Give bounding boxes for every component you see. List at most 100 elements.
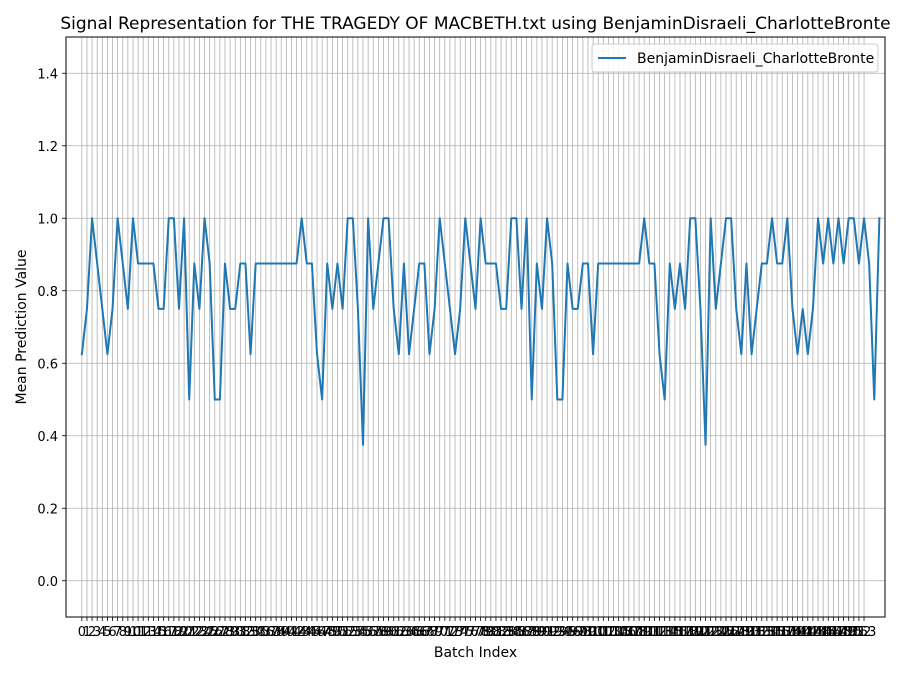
x-tick-label: 89 <box>529 625 546 640</box>
x-tick-label: 24 <box>196 625 213 640</box>
x-tick-label: 12 <box>135 625 152 640</box>
x-tick-label: 149 <box>831 625 856 640</box>
x-tick-label: 63 <box>396 625 413 640</box>
x-tick-label: 110 <box>632 625 657 640</box>
x-tick-label: 105 <box>606 625 631 640</box>
x-tick-label: 36 <box>258 625 275 640</box>
x-tick-label: 94 <box>554 625 571 640</box>
x-tick-label: 58 <box>370 625 387 640</box>
x-tick-label: 106 <box>611 625 636 640</box>
grid-layer <box>66 37 885 617</box>
x-tick-label: 99 <box>580 625 597 640</box>
x-tick-label: 37 <box>263 625 280 640</box>
x-tick-label: 19 <box>171 625 188 640</box>
x-tick-label: 47 <box>314 625 331 640</box>
x-tick-label: 21 <box>181 625 198 640</box>
x-tick-label: 124 <box>703 625 728 640</box>
x-tick-label: 143 <box>801 625 826 640</box>
x-tick-label: 114 <box>652 625 677 640</box>
x-tick-label: 146 <box>816 625 841 640</box>
x-tick-label: 46 <box>309 625 326 640</box>
plot-frame <box>65 36 886 618</box>
x-tick-label: 122 <box>693 625 718 640</box>
x-tick-label: 52 <box>339 625 356 640</box>
x-tick-label: 32 <box>237 625 254 640</box>
x-tick-label: 112 <box>642 625 667 640</box>
x-tick-label: 132 <box>744 625 769 640</box>
x-tick-label: 145 <box>811 625 836 640</box>
x-tick-label: 33 <box>242 625 259 640</box>
x-tick-label: 120 <box>683 625 708 640</box>
y-tick-label: 0.6 <box>37 357 58 372</box>
x-tick-label: 57 <box>365 625 382 640</box>
series-layer <box>80 217 881 446</box>
x-tick-label: 82 <box>493 625 510 640</box>
x-tick-label: 38 <box>268 625 285 640</box>
x-tick-label: 88 <box>523 625 540 640</box>
x-tick-label: 17 <box>160 625 177 640</box>
y-tick-label: 0.0 <box>37 575 58 590</box>
x-tick-label: 130 <box>734 625 759 640</box>
x-tick-label: 54 <box>350 625 367 640</box>
x-tick-label: 16 <box>155 625 172 640</box>
x-tick-label: 148 <box>826 625 851 640</box>
x-tick-label: 60 <box>380 625 397 640</box>
x-tick-label: 56 <box>360 625 377 640</box>
x-tick-label: 14 <box>145 625 162 640</box>
x-tick-label: 113 <box>647 625 672 640</box>
x-tick-label: 53 <box>345 625 362 640</box>
x-tick-label: 20 <box>176 625 193 640</box>
x-tick-label: 50 <box>329 625 346 640</box>
series-line <box>80 217 881 446</box>
x-tick-label: 31 <box>232 625 249 640</box>
x-tick-label: 134 <box>754 625 779 640</box>
x-tick-label: 128 <box>724 625 749 640</box>
x-tick-label: 135 <box>760 625 785 640</box>
x-tick-label: 43 <box>293 625 310 640</box>
x-tick-label: 25 <box>201 625 218 640</box>
x-tick-label: 101 <box>586 625 611 640</box>
x-tick-label: 90 <box>534 625 551 640</box>
x-tick-label: 55 <box>355 625 372 640</box>
x-tick-label: 68 <box>421 625 438 640</box>
x-tick-label: 15 <box>150 625 167 640</box>
x-tick-label: 29 <box>222 625 239 640</box>
chart-title: Signal Representation for THE TRAGEDY OF… <box>60 14 890 34</box>
x-tick-label: 0 <box>78 625 86 640</box>
x-tick-label: 104 <box>601 625 626 640</box>
x-tick-label: 62 <box>391 625 408 640</box>
x-tick-label: 98 <box>575 625 592 640</box>
x-tick-label: 118 <box>673 625 698 640</box>
x-tick-label: 49 <box>324 625 341 640</box>
x-tick-label: 76 <box>462 625 479 640</box>
x-tick-label: 74 <box>452 625 469 640</box>
x-tick-label: 51 <box>334 625 351 640</box>
x-tick-label: 152 <box>847 625 872 640</box>
x-tick-label: 42 <box>288 625 305 640</box>
x-tick-label: 80 <box>483 625 500 640</box>
x-tick-label: 79 <box>477 625 494 640</box>
x-axis-label: Batch Index <box>434 645 517 661</box>
legend: BenjaminDisraeli_CharlotteBronte <box>591 43 879 73</box>
x-tick-label: 85 <box>508 625 525 640</box>
x-tick-label: 5 <box>103 625 111 640</box>
x-tick-label: 87 <box>518 625 535 640</box>
x-tick-label: 133 <box>749 625 774 640</box>
x-tick-label: 117 <box>668 625 693 640</box>
legend-label: BenjaminDisraeli_CharlotteBronte <box>637 51 874 67</box>
x-tick-label: 26 <box>206 625 223 640</box>
x-tick-label: 131 <box>739 625 764 640</box>
x-tick-label: 18 <box>166 625 183 640</box>
x-tick-label: 103 <box>596 625 621 640</box>
x-tick-label: 139 <box>780 625 805 640</box>
x-tick-label: 48 <box>319 625 336 640</box>
x-tick-label: 59 <box>375 625 392 640</box>
x-tick-label: 115 <box>657 625 682 640</box>
x-tick-label: 142 <box>795 625 820 640</box>
x-tick-label: 144 <box>806 625 831 640</box>
x-tick-label: 153 <box>852 625 877 640</box>
y-axis-label: Mean Prediction Value <box>14 249 30 404</box>
y-tick-label: 0.4 <box>37 430 58 445</box>
x-tick-label: 137 <box>770 625 795 640</box>
x-tick-label: 83 <box>498 625 515 640</box>
